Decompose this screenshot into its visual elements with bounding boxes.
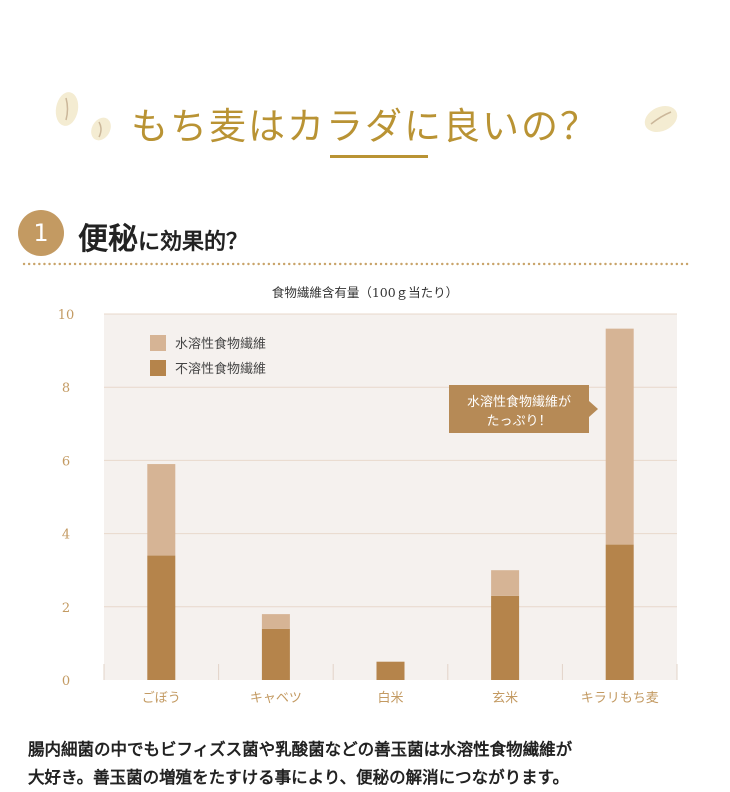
section-title: 便秘に効果的？ bbox=[78, 214, 248, 258]
section-title-sub: に効果的？ bbox=[138, 230, 249, 255]
bar-segment-soluble bbox=[605, 328, 634, 545]
bar-segment-soluble bbox=[491, 570, 520, 596]
y-tick-label: 2 bbox=[62, 601, 70, 616]
y-tick-label: 0 bbox=[62, 674, 70, 689]
bar-segment-insoluble bbox=[147, 555, 176, 680]
bar-segment-soluble bbox=[147, 464, 176, 556]
bar-segment-insoluble bbox=[376, 661, 405, 680]
legend-swatch-insoluble bbox=[150, 360, 166, 376]
bar-segment-insoluble bbox=[491, 595, 520, 680]
chart-container: 食物繊維含有量（100ｇ当たり） 10 8 6 4 2 0 ごぼう キャベツ 白米 玄米 キラリも… bbox=[0, 280, 730, 710]
page-header: もち麦はカラダに良いの？ bbox=[0, 88, 730, 168]
barley-grain-icon bbox=[644, 105, 678, 133]
section-title-main: 便秘 bbox=[78, 222, 138, 257]
section-number-badge: 1 bbox=[18, 210, 64, 256]
bar-segment-soluble bbox=[261, 614, 290, 629]
x-tick-label: ごぼう bbox=[142, 690, 181, 706]
x-tick-label: キャベツ bbox=[250, 691, 302, 706]
y-tick-label: 10 bbox=[58, 308, 75, 323]
y-tick-label: 4 bbox=[62, 528, 70, 543]
legend-swatch-soluble bbox=[150, 335, 166, 351]
fiber-chart: 食物繊維含有量（100ｇ当たり） 10 8 6 4 2 0 ごぼう キャベツ 白米 玄米 キラリも… bbox=[58, 285, 678, 706]
callout-box bbox=[449, 385, 598, 433]
dotted-divider bbox=[22, 262, 694, 266]
callout-line-2: たっぷり！ bbox=[486, 414, 551, 429]
barley-grain-icon bbox=[91, 117, 111, 141]
page-title: もち麦はカラダに良いの？ bbox=[131, 105, 599, 148]
x-axis-ticks: ごぼう キャベツ 白米 玄米 キラリもち麦 bbox=[142, 690, 659, 706]
barley-grain-icon bbox=[55, 92, 79, 126]
y-tick-label: 6 bbox=[62, 454, 70, 469]
bar-segment-insoluble bbox=[605, 544, 634, 680]
description-line-2: 大好き。善玉菌の増殖をたすける事により、便秘の解消につながります。 bbox=[28, 768, 570, 787]
bar-segment-insoluble bbox=[261, 628, 290, 680]
callout-line-1: 水溶性食物繊維が bbox=[467, 394, 571, 410]
x-tick-label: 玄米 bbox=[492, 691, 518, 706]
x-tick-label: キラリもち麦 bbox=[581, 691, 659, 706]
bars bbox=[147, 328, 634, 680]
legend: 水溶性食物繊維 不溶性食物繊維 bbox=[150, 335, 266, 377]
legend-label-insoluble: 不溶性食物繊維 bbox=[175, 361, 266, 377]
callout-annotation: 水溶性食物繊維が たっぷり！ bbox=[449, 385, 598, 433]
x-tick-label: 白米 bbox=[377, 690, 403, 706]
title-underline bbox=[330, 155, 428, 158]
plot-area bbox=[104, 314, 677, 680]
description-line-1: 腸内細菌の中でもビフィズス菌や乳酸菌などの善玉菌は水溶性食物繊維が bbox=[28, 740, 573, 759]
y-axis-ticks: 10 8 6 4 2 0 bbox=[58, 308, 75, 689]
section-heading: 1 便秘に効果的？ bbox=[18, 210, 708, 260]
chart-title: 食物繊維含有量（100ｇ当たり） bbox=[272, 285, 458, 300]
y-tick-label: 8 bbox=[62, 381, 70, 396]
description: 腸内細菌の中でもビフィズス菌や乳酸菌などの善玉菌は水溶性食物繊維が 大好き。善玉… bbox=[28, 736, 708, 792]
legend-label-soluble: 水溶性食物繊維 bbox=[175, 336, 266, 352]
category-dividers bbox=[103, 664, 678, 680]
